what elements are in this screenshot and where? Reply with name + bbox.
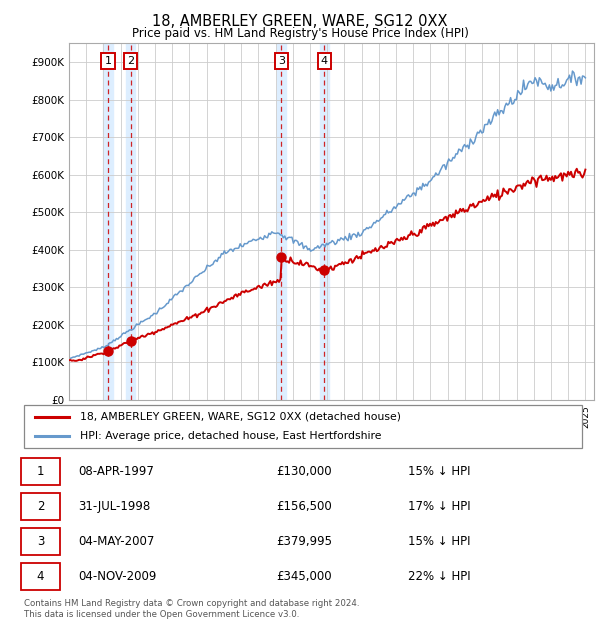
Text: 4: 4	[37, 570, 44, 583]
Bar	[126, 43, 136, 400]
Text: 04-NOV-2009: 04-NOV-2009	[78, 570, 157, 583]
Text: 04-MAY-2007: 04-MAY-2007	[78, 535, 154, 548]
Text: 08-APR-1997: 08-APR-1997	[78, 465, 154, 478]
Bar	[103, 43, 113, 400]
Text: 18, AMBERLEY GREEN, WARE, SG12 0XX (detached house): 18, AMBERLEY GREEN, WARE, SG12 0XX (deta…	[80, 412, 401, 422]
Text: 2: 2	[37, 500, 44, 513]
Text: 18, AMBERLEY GREEN, WARE, SG12 0XX: 18, AMBERLEY GREEN, WARE, SG12 0XX	[152, 14, 448, 29]
Text: 3: 3	[37, 535, 44, 548]
Text: £130,000: £130,000	[276, 465, 332, 478]
Text: 22% ↓ HPI: 22% ↓ HPI	[408, 570, 470, 583]
Bar	[277, 43, 286, 400]
Text: 4: 4	[321, 56, 328, 66]
Text: 15% ↓ HPI: 15% ↓ HPI	[408, 465, 470, 478]
Text: £345,000: £345,000	[276, 570, 332, 583]
Text: £379,995: £379,995	[276, 535, 332, 548]
Text: 15% ↓ HPI: 15% ↓ HPI	[408, 535, 470, 548]
Text: Contains HM Land Registry data © Crown copyright and database right 2024.
This d: Contains HM Land Registry data © Crown c…	[24, 600, 359, 619]
Text: Price paid vs. HM Land Registry's House Price Index (HPI): Price paid vs. HM Land Registry's House …	[131, 27, 469, 40]
Text: 1: 1	[104, 56, 112, 66]
Text: 31-JUL-1998: 31-JUL-1998	[78, 500, 150, 513]
Text: 17% ↓ HPI: 17% ↓ HPI	[408, 500, 470, 513]
Text: HPI: Average price, detached house, East Hertfordshire: HPI: Average price, detached house, East…	[80, 432, 382, 441]
Text: 1: 1	[37, 465, 44, 478]
Bar	[320, 43, 329, 400]
Text: £156,500: £156,500	[276, 500, 332, 513]
Text: 2: 2	[127, 56, 134, 66]
FancyBboxPatch shape	[24, 405, 582, 448]
Text: 3: 3	[278, 56, 285, 66]
